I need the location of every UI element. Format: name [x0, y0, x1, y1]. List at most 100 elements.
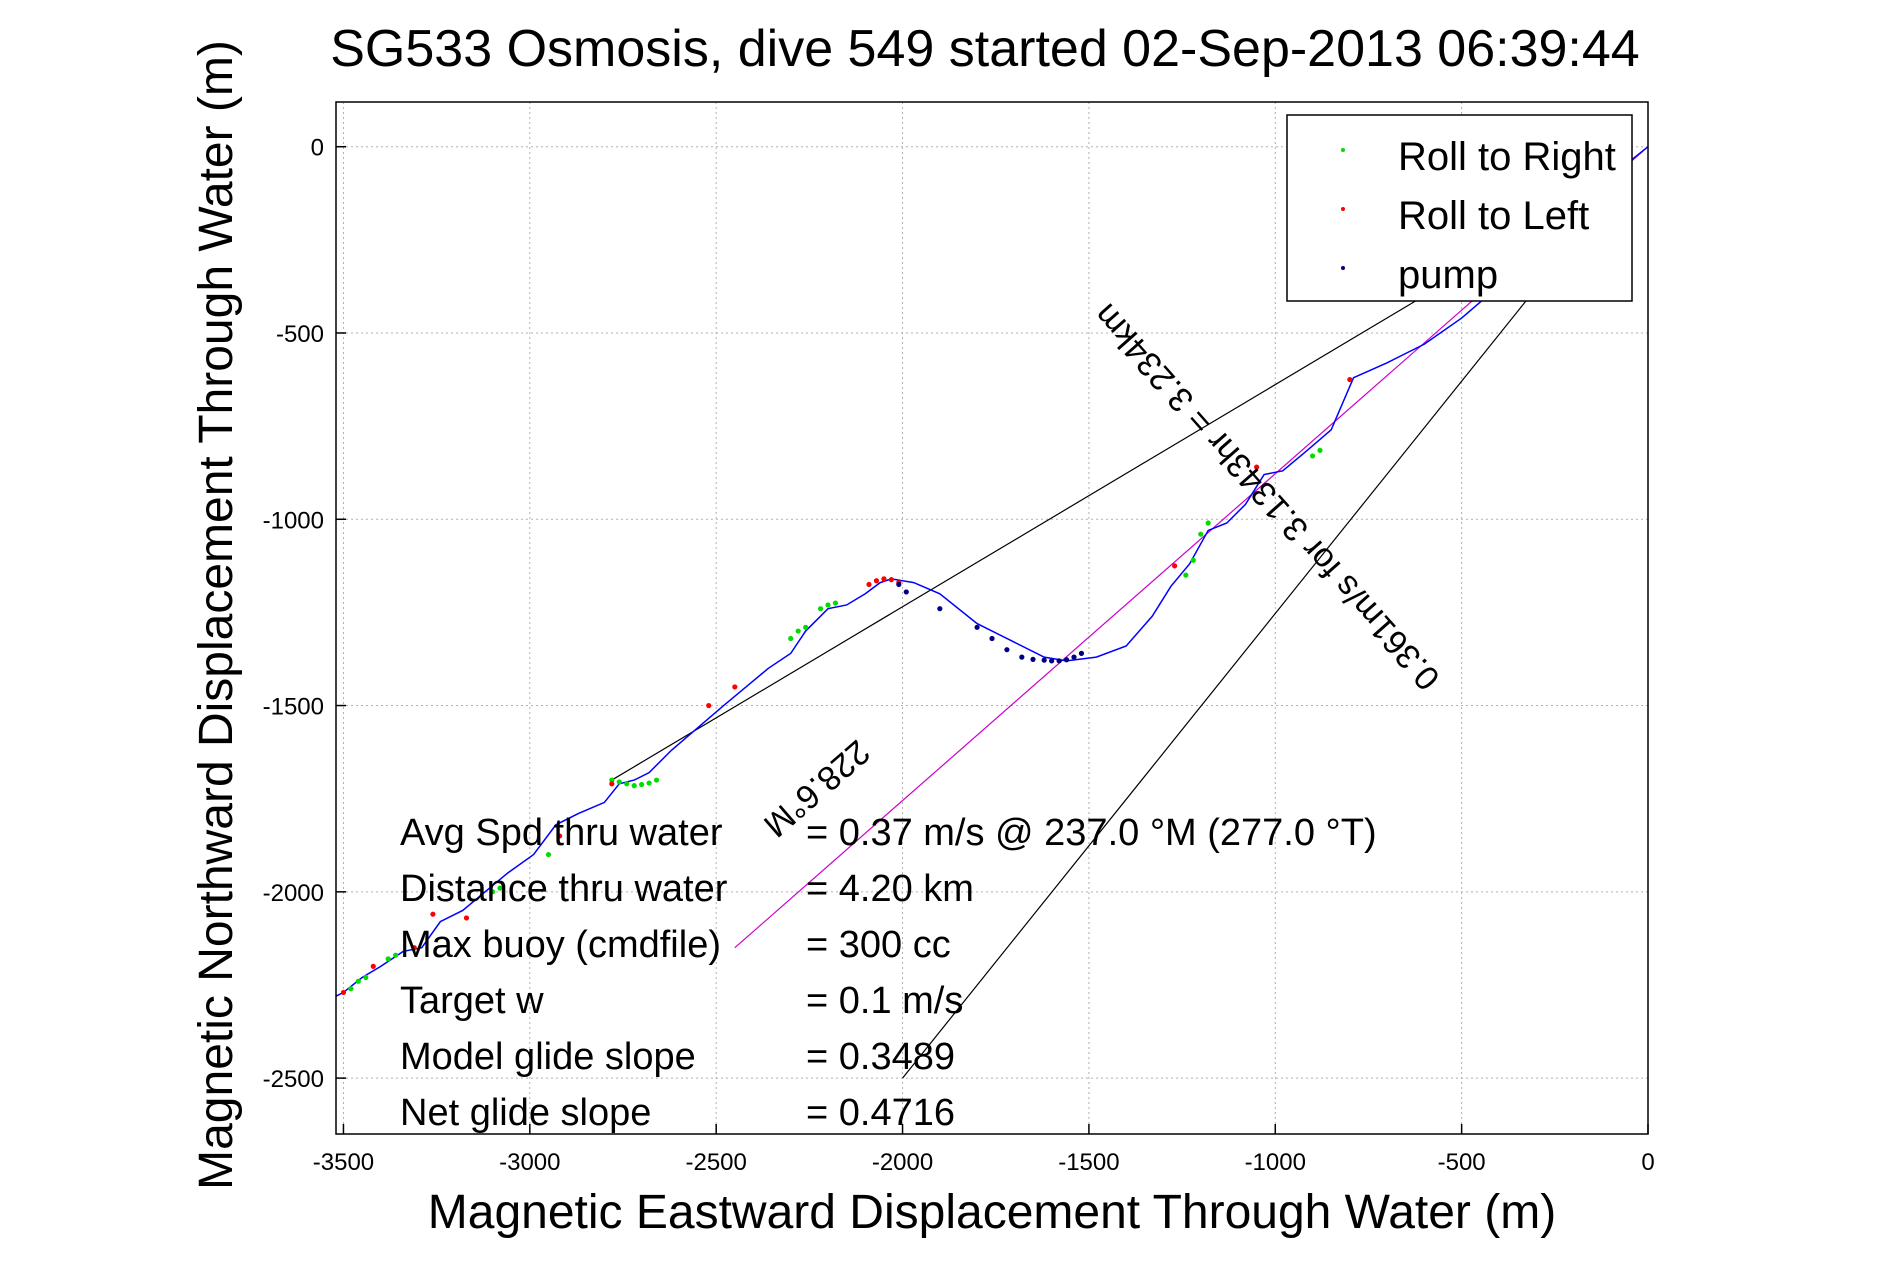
pump-point — [1030, 656, 1036, 662]
roll-right-point — [1190, 557, 1196, 563]
roll-left-point — [732, 684, 738, 690]
roll-right-point — [825, 602, 831, 608]
stat-value: = 300 cc — [806, 924, 951, 966]
roll-right-point — [616, 779, 622, 785]
legend-label-pump: pump — [1398, 253, 1498, 297]
roll-right-point — [788, 635, 794, 642]
x-axis-label: Magnetic Eastward Displacement Through W… — [428, 1186, 1556, 1239]
roll-right-point — [1317, 447, 1323, 453]
x-tick-label: -2000 — [872, 1149, 933, 1176]
legend-label-roll-right: Roll to Right — [1398, 135, 1616, 179]
roll-right-point — [653, 777, 660, 783]
roll-right-point — [631, 783, 637, 789]
roll-right-point — [1183, 572, 1189, 578]
roll-left-point — [463, 915, 470, 921]
roll-right-point — [1198, 531, 1204, 537]
roll-right-point — [348, 986, 354, 992]
legend-label-roll-left: Roll to Left — [1398, 194, 1589, 238]
roll-left-point — [370, 963, 376, 969]
pump-point — [1063, 657, 1070, 663]
stat-label: Net glide slope — [400, 1092, 651, 1134]
stat-value: = 0.3489 — [806, 1036, 955, 1078]
pump-point — [1071, 654, 1077, 660]
pump-point — [903, 589, 909, 595]
roll-left-point — [340, 989, 347, 996]
x-tick-label: -3500 — [313, 1149, 374, 1176]
pump-point — [1041, 657, 1047, 663]
roll-left-point — [557, 833, 563, 839]
roll-right-point — [795, 628, 801, 634]
x-tick-label: 0 — [1641, 1149, 1654, 1176]
chart-title: SG533 Osmosis, dive 549 started 02-Sep-2… — [330, 20, 1639, 78]
roll-right-point — [832, 600, 839, 606]
y-tick-label: -500 — [276, 321, 324, 348]
roll-right-point — [639, 781, 645, 788]
black-line-lower — [902, 287, 1537, 1079]
legend-marker-roll-right — [1341, 148, 1345, 152]
pump-point — [974, 624, 980, 630]
series — [335, 146, 1649, 997]
roll-right-point — [363, 974, 369, 981]
y-tick-label: 0 — [311, 135, 324, 162]
roll-left-point — [1172, 563, 1178, 569]
pump-point — [896, 581, 902, 588]
stat-value: = 4.20 km — [806, 868, 974, 910]
stat-value: = 0.4716 — [806, 1092, 955, 1134]
pump-point — [1078, 650, 1085, 656]
roll-right-point — [803, 624, 809, 630]
roll-left-point — [1347, 376, 1353, 383]
roll-left-point — [881, 576, 887, 582]
roll-right-point — [1205, 520, 1211, 526]
roll-right-point — [646, 780, 652, 786]
pump-point — [937, 606, 943, 612]
stat-label: Target w — [400, 980, 544, 1022]
grid — [336, 102, 1648, 1134]
y-tick-label: -2000 — [263, 880, 324, 907]
roll-right-point — [497, 885, 503, 891]
x-tick-label: -3000 — [499, 1149, 560, 1176]
legend: Roll to Right Roll to Left pump — [1286, 114, 1633, 302]
stat-label: Avg Spd thru water — [400, 812, 723, 854]
roll-left-point — [1254, 464, 1260, 470]
roll-left-point — [888, 577, 894, 583]
pump-point — [1049, 658, 1055, 664]
y-axis-label: Magnetic Northward Displacement Through … — [190, 40, 243, 1190]
ticks: -3500 -3000 -2500 -2000 -1500 -1000 -500 0 0 -500… — [263, 135, 1655, 1176]
stat-value: = 0.1 m/s — [806, 980, 963, 1022]
x-tick-label: -2500 — [685, 1149, 746, 1176]
roll-right-point — [545, 851, 552, 858]
stat-label: Model glide slope — [400, 1036, 696, 1078]
roll-right-point — [609, 777, 615, 783]
roll-right-point — [393, 952, 399, 958]
roll-left-point — [866, 581, 872, 588]
roll-left-point — [706, 702, 712, 709]
black-line-upper — [611, 295, 1425, 781]
roll-right-point — [489, 889, 496, 895]
x-tick-label: -1000 — [1245, 1149, 1306, 1176]
roll-left-point — [411, 945, 417, 951]
roll-right-point — [1309, 453, 1316, 459]
roll-right-point — [817, 606, 824, 612]
x-tick-label: -500 — [1438, 1149, 1486, 1176]
pump-point — [1004, 647, 1010, 653]
plot-frame — [335, 101, 1649, 1135]
legend-marker-roll-left — [1341, 207, 1345, 211]
roll-right-point — [355, 978, 361, 984]
stats-block: Avg Spd thru water = 0.37 m/s @ 237.0 °M … — [400, 812, 1377, 1134]
y-tick-label: -1000 — [263, 507, 324, 534]
roll-right-point — [385, 956, 391, 962]
track-line — [335, 146, 1649, 997]
stat-label: Max buoy (cmdfile) — [400, 924, 721, 966]
roll-left-point — [873, 578, 880, 584]
x-tick-label: -1500 — [1058, 1149, 1119, 1176]
pump-point — [1019, 654, 1025, 660]
pump-point — [989, 635, 995, 642]
roll-left-point — [609, 781, 615, 787]
legend-marker-pump — [1341, 266, 1345, 270]
stat-label: Distance thru water — [400, 868, 728, 910]
pump-point — [1056, 658, 1062, 664]
roll-right-point — [624, 781, 630, 787]
roll-left-point — [430, 911, 436, 917]
stat-value: = 0.37 m/s @ 237.0 °M (277.0 °T) — [806, 812, 1377, 854]
